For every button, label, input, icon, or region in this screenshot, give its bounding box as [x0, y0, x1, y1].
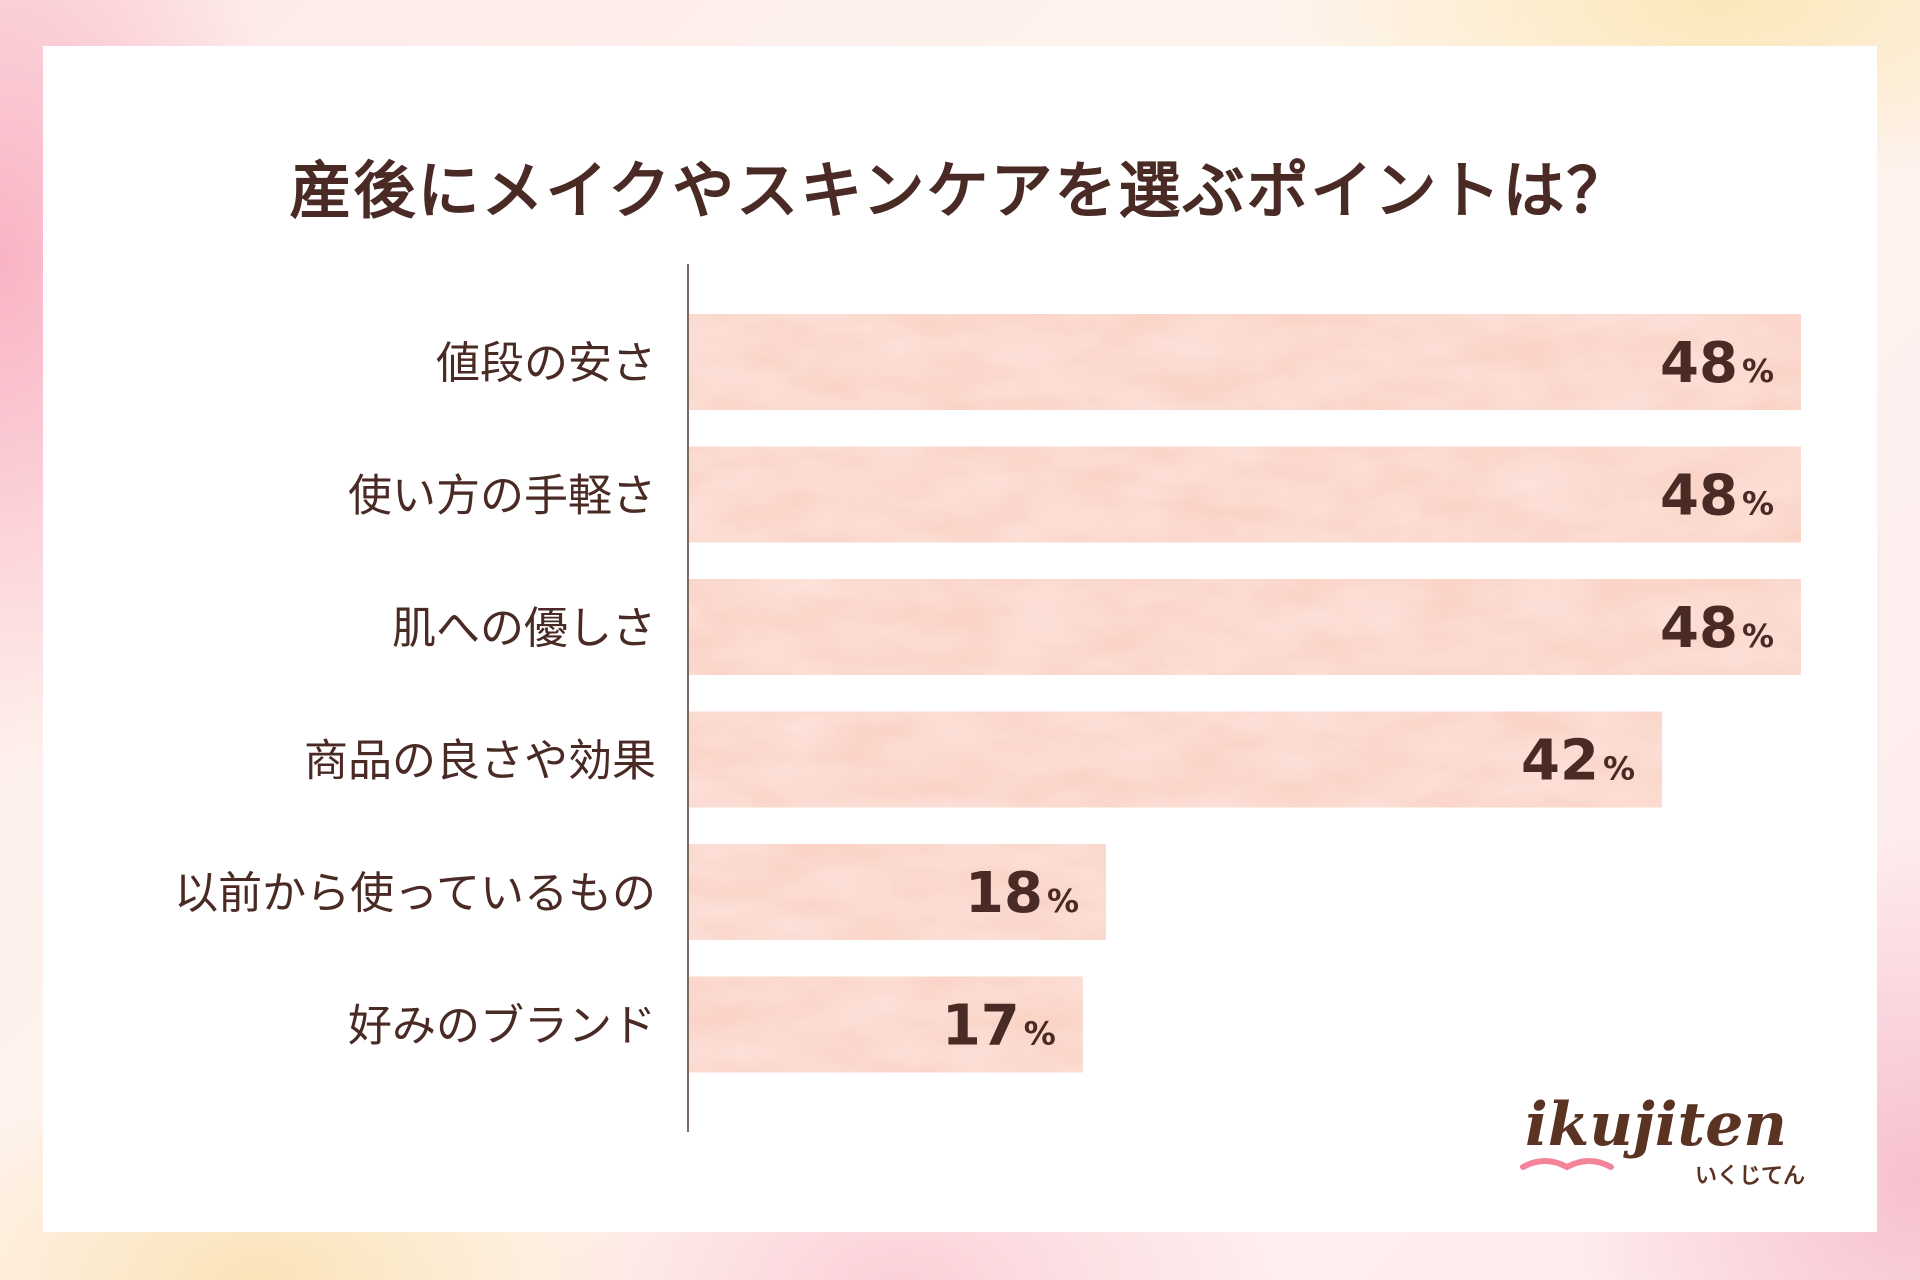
category-label-5: 以前から使っているもの: [174, 868, 656, 919]
bar-4: [689, 711, 1662, 808]
logo-wordmark: ikujiten: [1525, 1090, 1787, 1160]
logo-subtext: いくじてん: [1695, 1164, 1805, 1189]
bar-2: [689, 446, 1801, 543]
category-label-4: 商品の良さや効果: [304, 736, 656, 787]
logo-book-icon: [1520, 1158, 1614, 1171]
value-label-4: 42%: [1521, 729, 1635, 794]
value-label-1: 48%: [1660, 331, 1774, 396]
category-label-3: 肌への優しさ: [392, 603, 656, 654]
bar-3: [689, 579, 1801, 675]
ikujiten-logo: ikujiten いくじてん: [1520, 1090, 1805, 1189]
value-label-5: 18%: [965, 861, 1079, 926]
chart-title: 産後にメイクやスキンケアを選ぶポイントは？: [289, 154, 1631, 227]
category-label-1: 値段の安さ: [436, 338, 656, 389]
bar-6: [689, 976, 1083, 1073]
category-label-6: 好みのブランド: [348, 1001, 656, 1052]
labels-layer: 値段の安さ 48 % 使い方の手軽さ 48 % 肌への優しさ 48 % 商品の良さや効果 42 % 以前…: [174, 331, 1774, 1059]
bar-5: [689, 844, 1106, 940]
value-label-2: 48%: [1660, 464, 1774, 529]
value-label-3: 48%: [1660, 596, 1774, 661]
bar-1: [689, 314, 1801, 410]
bars-layer: [689, 314, 1801, 1073]
value-label-6: 17%: [942, 994, 1056, 1059]
category-label-2: 使い方の手軽さ: [348, 471, 656, 522]
